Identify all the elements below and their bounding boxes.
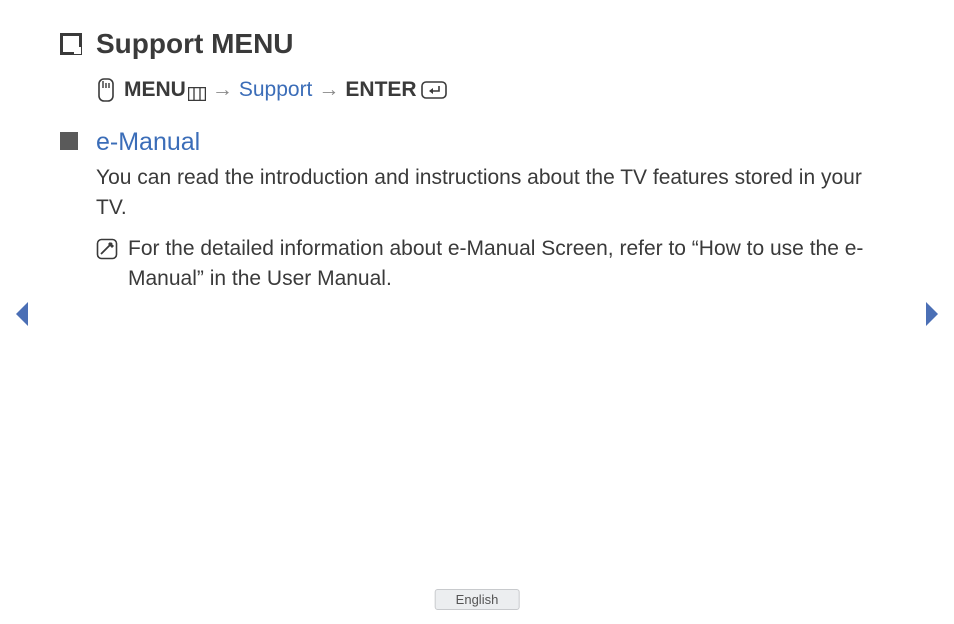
section-body: You can read the introduction and instru… — [96, 163, 894, 224]
note-row: For the detailed information about e-Man… — [96, 234, 894, 295]
arrow-sep-2: → — [318, 78, 339, 102]
breadcrumb-enter: ENTER — [345, 78, 416, 102]
menu-grid-icon — [188, 83, 206, 97]
filled-square-icon — [60, 132, 78, 150]
prev-page-arrow[interactable] — [12, 300, 32, 333]
page-content: Support MENU MENU → Support → ENTER — [0, 0, 954, 295]
section-heading-row: e-Manual — [60, 128, 894, 157]
remote-hand-icon — [96, 78, 116, 102]
note-icon — [96, 238, 118, 260]
next-page-arrow[interactable] — [922, 300, 942, 333]
arrow-sep-1: → — [212, 78, 233, 102]
title-row: Support MENU — [60, 28, 894, 60]
breadcrumb-support: Support — [239, 78, 313, 102]
breadcrumb-menu: MENU — [124, 78, 186, 102]
language-badge: English — [435, 589, 520, 610]
page-title: Support MENU — [96, 28, 294, 60]
enter-icon — [421, 81, 447, 99]
section-heading: e-Manual — [96, 128, 200, 157]
note-text: For the detailed information about e-Man… — [128, 234, 894, 295]
hollow-square-icon — [60, 33, 82, 55]
breadcrumb: MENU → Support → ENTER — [96, 78, 894, 102]
